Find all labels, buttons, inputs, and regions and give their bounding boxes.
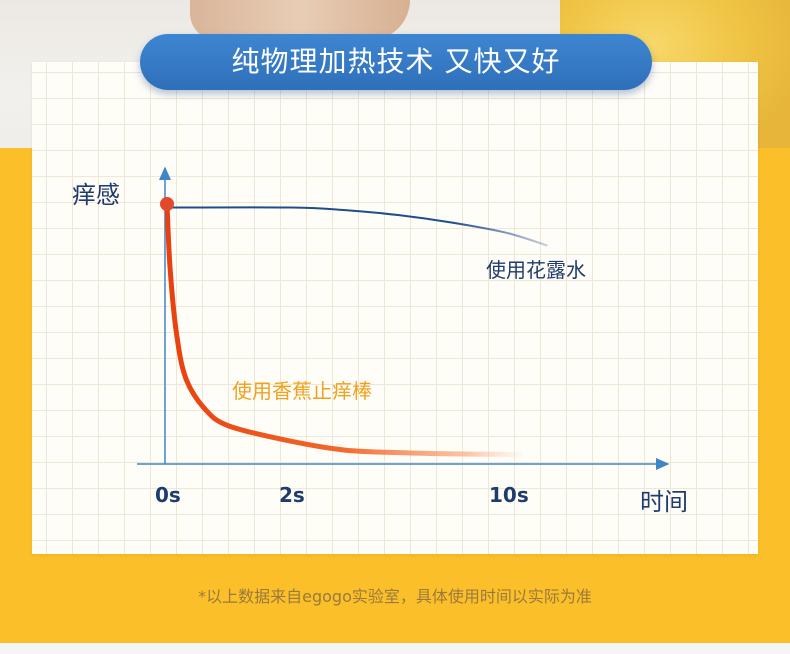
footnote: *以上数据来自egogo实验室，具体使用时间以实际为准 [198, 587, 592, 606]
x-tick-label: 10s [489, 483, 529, 507]
series-label-flower-water: 使用花露水 [486, 258, 586, 282]
y-axis-label: 痒感 [72, 181, 120, 209]
chart-card [32, 62, 758, 554]
series-label-banana-stick: 使用香蕉止痒棒 [232, 379, 372, 403]
x-tick-label: 2s [279, 483, 305, 507]
page-title: 纯物理加热技术 又快又好 [140, 34, 652, 90]
series-line-banana-stick [164, 202, 523, 458]
series-line-flower-water [166, 206, 548, 247]
start-point-marker [160, 197, 174, 211]
bottom-strip [0, 643, 790, 654]
hand-image [190, 0, 410, 40]
x-tick-label: 0s [155, 483, 181, 507]
x-axis-label: 时间 [640, 488, 688, 516]
